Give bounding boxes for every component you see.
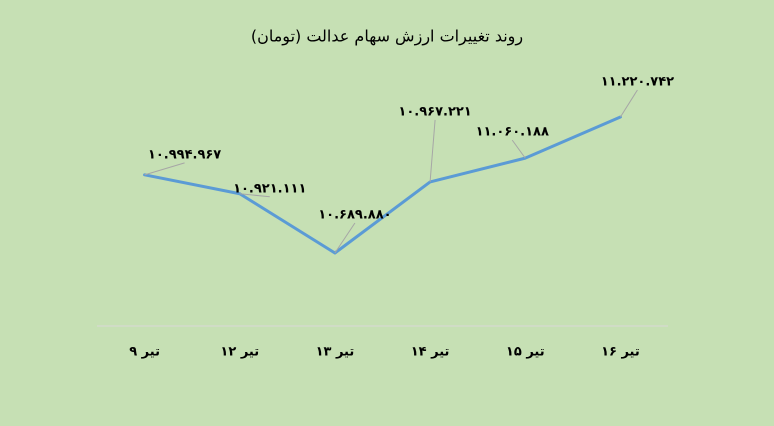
leader-line xyxy=(429,119,436,182)
x-tick-label: ۹ تیر xyxy=(129,345,160,360)
leader-line xyxy=(619,89,638,118)
data-label: ۱۱.۲۲۰.۷۴۲ xyxy=(601,75,674,90)
chart-title: روند تغییرات ارزش سهام عدالت (تومان) xyxy=(251,27,523,47)
x-tick-label: ۱۵ تیر xyxy=(506,345,545,360)
data-label: ۱۰.۹۲۱.۱۱۱ xyxy=(233,181,306,196)
data-line xyxy=(143,115,622,255)
data-label: ۱۰.۶۸۹.۸۸۰ xyxy=(318,208,391,223)
leader-line xyxy=(144,162,185,176)
leader-line xyxy=(511,139,526,159)
data-label: ۱۰.۹۹۴.۹۶۷ xyxy=(148,147,221,162)
data-label: ۱۱.۰۶۰.۱۸۸ xyxy=(476,125,549,140)
x-tick-label: ۱۳ تیر xyxy=(316,345,355,360)
data-label: ۱۰.۹۶۷.۲۲۱ xyxy=(398,104,471,119)
x-tick-label: ۱۲ تیر xyxy=(220,345,259,360)
leader-line xyxy=(239,193,270,198)
leader-line xyxy=(334,222,356,254)
x-tick-label: ۱۶ تیر xyxy=(601,345,640,360)
x-tick-label: ۱۴ تیر xyxy=(411,345,450,360)
